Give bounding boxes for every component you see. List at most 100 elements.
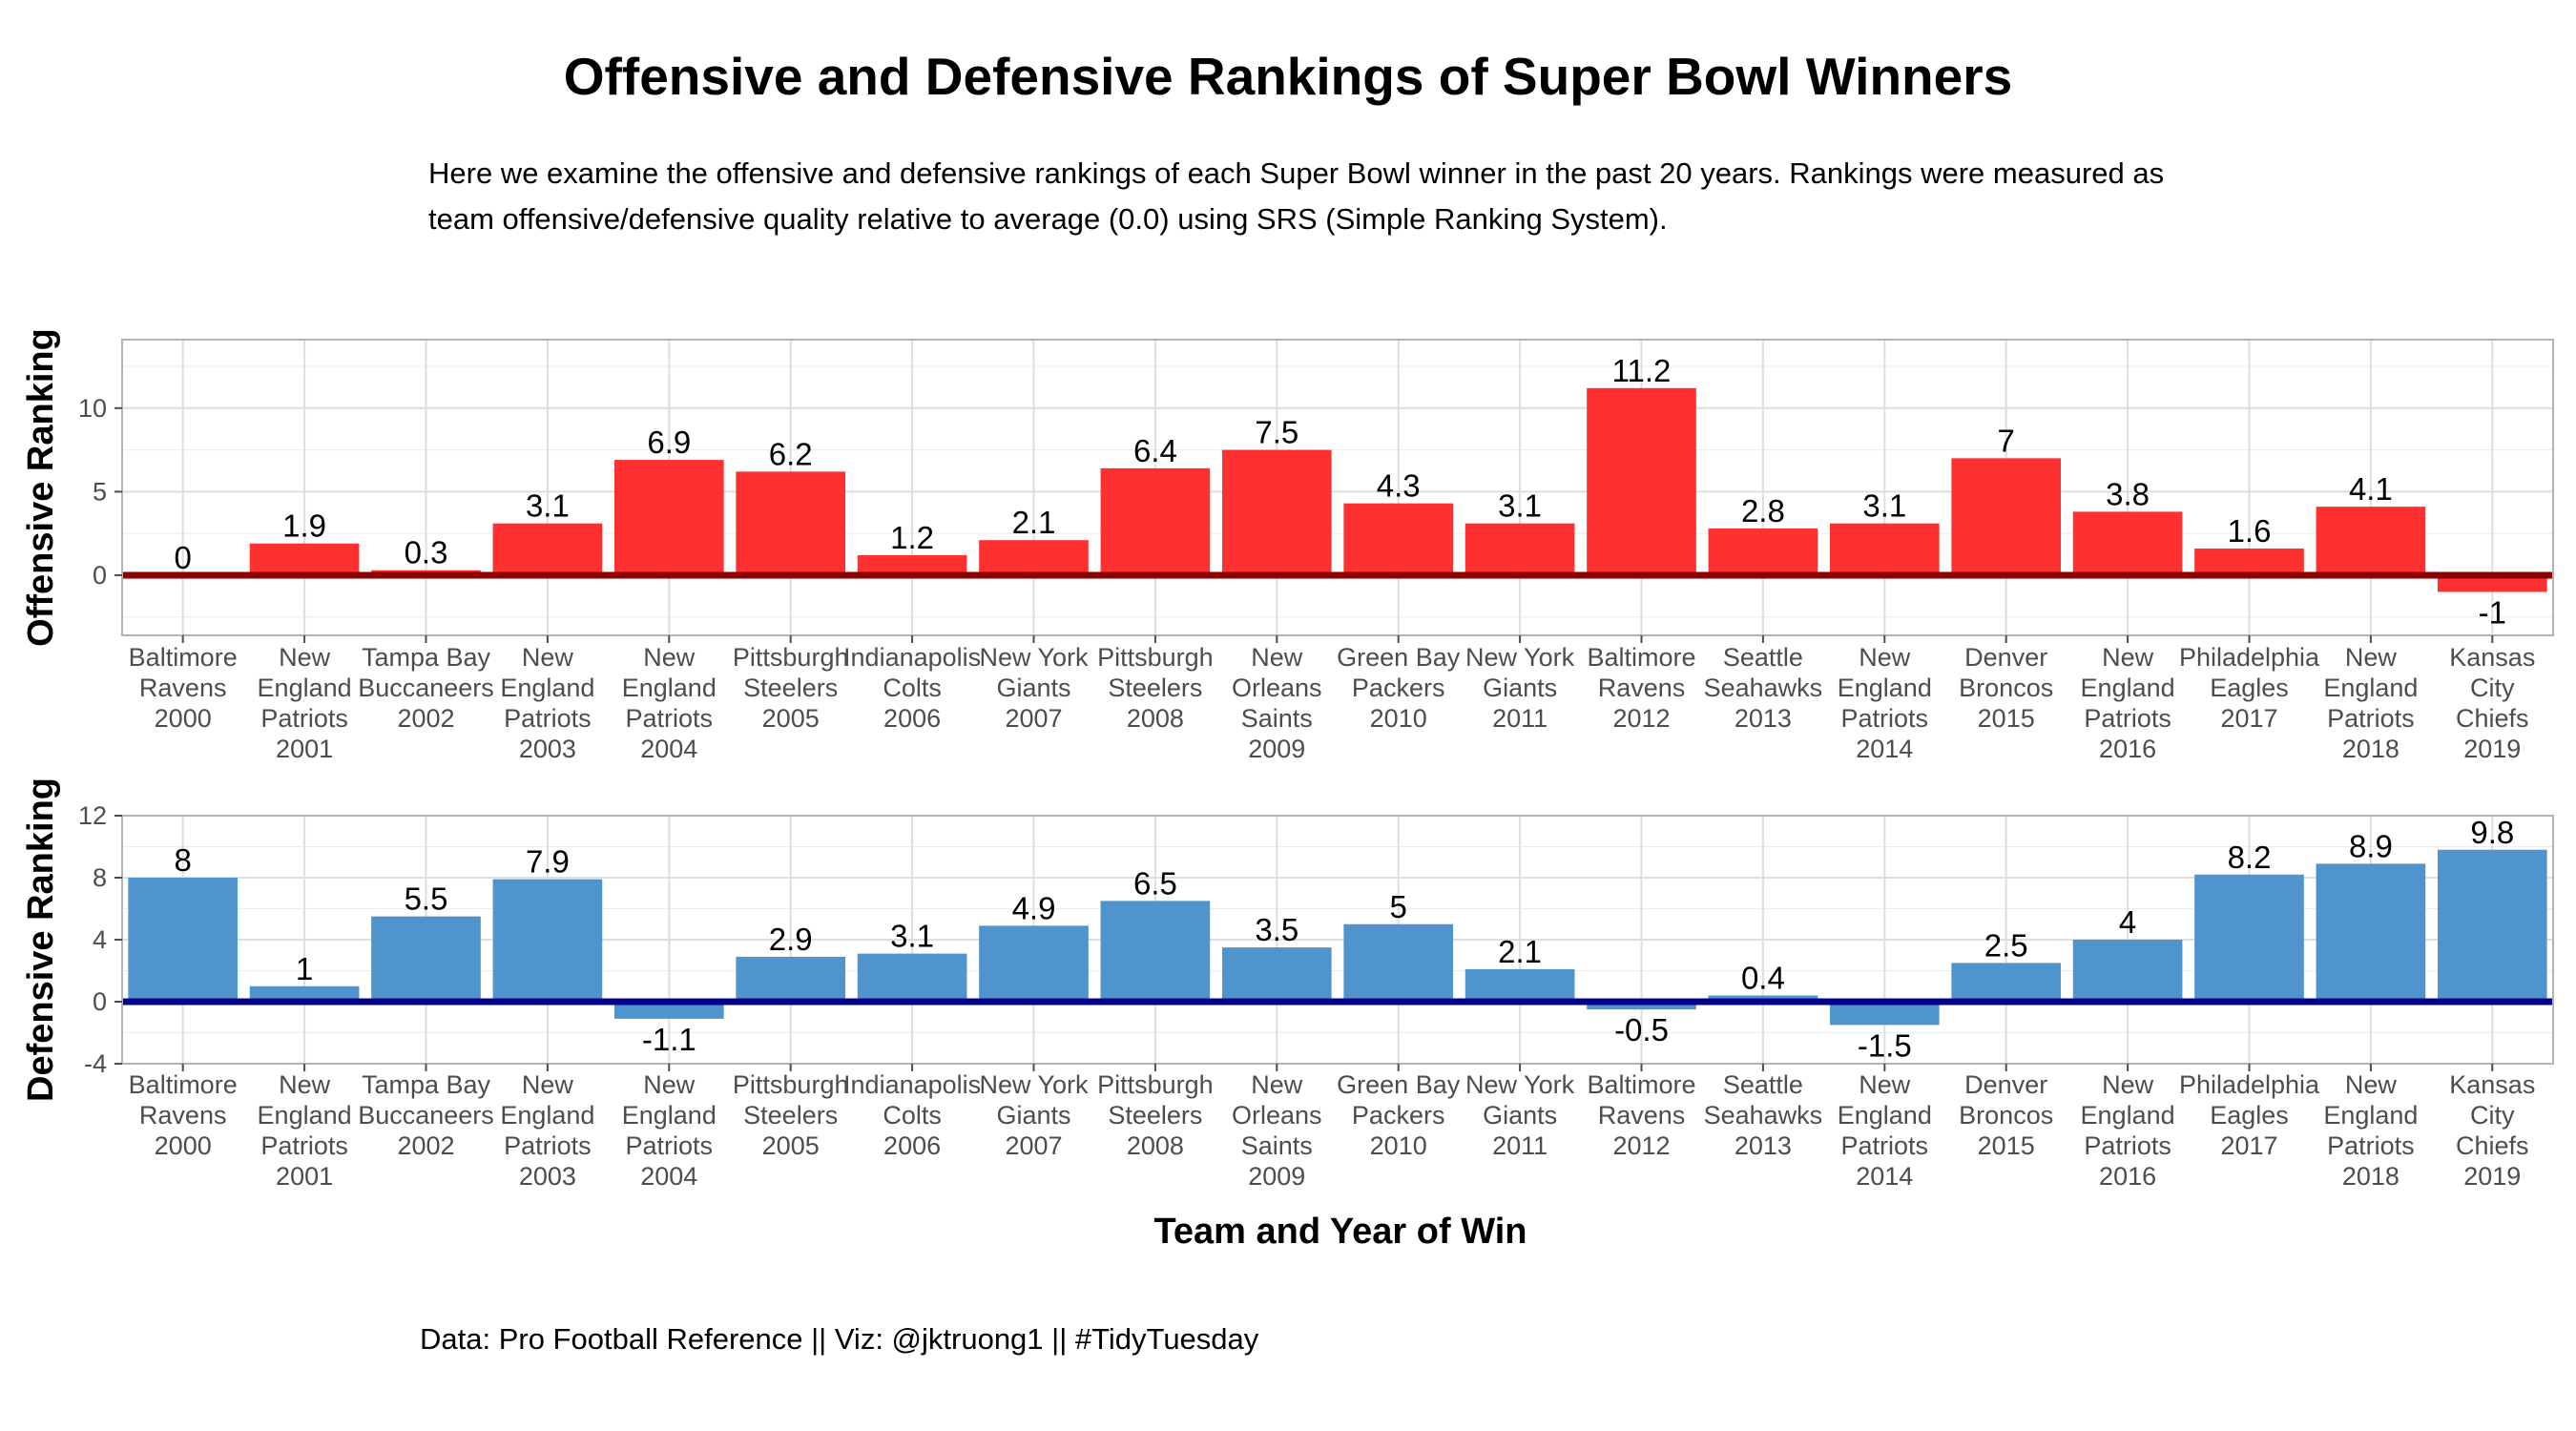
offense-bar [979,540,1089,575]
offense-y-tick-label: 0 [93,561,107,590]
offense-data-label: 0 [175,540,192,575]
offense-bar [1221,449,1332,575]
defense-bar [492,879,603,1002]
defense-bar [2437,849,2547,1002]
defense-data-label: 8.9 [2349,828,2393,863]
defense-bar [1343,923,1454,1002]
defense-y-axis-title: Defensive Ranking [21,778,61,1102]
defense-data-label: 5 [1390,889,1407,924]
offense-data-label: 1.6 [2228,513,2272,549]
defense-category-label: Denver Broncos 2015 [1959,1070,2053,1160]
defense-y-tick-label: 8 [93,863,107,892]
defense-data-label: 8.2 [2228,840,2272,875]
chart-caption: Data: Pro Football Reference || Viz: @jk… [420,1322,1259,1356]
offense-category-label: New York Giants 2007 [979,643,1089,733]
offense-category-label: Tampa Bay Buccaneers 2002 [358,643,494,733]
defense-bar [979,925,1089,1002]
defense-y-tick-label: 12 [78,801,107,830]
offense-y-axis-title: Offensive Ranking [21,328,61,647]
offense-data-label: 11.2 [1612,353,1672,388]
offense-category-label: New England Patriots 2014 [1838,643,1932,763]
defense-category-label: New York Giants 2007 [979,1070,1089,1160]
offense-data-label: 7 [1998,423,2015,458]
offense-bar [857,554,967,575]
defense-bar [128,878,239,1002]
offense-data-label: 6.4 [1133,433,1177,468]
offense-data-label: 2.1 [1012,505,1056,540]
defense-category-label: New England Patriots 2004 [622,1070,717,1191]
defense-bar [249,985,360,1002]
defense-y-tick-label: 0 [93,987,107,1016]
offense-y-tick-label: 10 [78,394,107,423]
defense-category-label: Indianapolis Colts 2006 [843,1070,981,1160]
offense-bar [249,543,360,575]
offense-bar [1708,528,1818,575]
offense-bar [492,523,603,575]
offense-data-label: 3.1 [1862,488,1906,524]
defense-bar [1829,1002,1940,1026]
offense-category-label: New England Patriots 2018 [2323,643,2418,763]
offense-bar [1829,523,1940,575]
offense-category-label: Baltimore Ravens 2000 [129,643,238,733]
offense-data-label: 7.5 [1255,415,1298,450]
defense-data-label: 2.5 [1984,927,2028,963]
offense-bar [613,460,724,575]
defense-data-label: 3.5 [1255,912,1298,947]
defense-category-label: New England Patriots 2018 [2323,1070,2418,1191]
offense-category-label: Indianapolis Colts 2006 [843,643,981,733]
defense-category-label: New England Patriots 2003 [500,1070,594,1191]
offense-category-label: New York Giants 2011 [1465,643,1575,733]
offense-data-label: 4.3 [1377,468,1421,504]
defense-data-label: 2.9 [769,922,813,957]
defense-category-label: New Orleans Saints 2009 [1232,1070,1322,1191]
offense-data-label: 0.3 [405,535,448,570]
offense-bar [2437,574,2547,592]
offense-data-label: 2.8 [1741,493,1785,529]
defense-bar [2072,940,2183,1002]
offense-panel-border [121,339,2554,636]
offense-data-label: 1.2 [890,520,934,555]
defense-category-label: New England Patriots 2001 [258,1070,352,1191]
defense-data-label: 1 [296,951,313,986]
defense-bar [1221,947,1332,1002]
defense-category-label: Seattle Seahawks 2013 [1704,1070,1823,1160]
defense-data-label: 5.5 [405,881,448,917]
defense-data-label: 2.1 [1498,934,1542,969]
defense-bar [613,1002,724,1019]
defense-category-label: Tampa Bay Buccaneers 2002 [358,1070,494,1160]
defense-data-label: 4.9 [1012,890,1056,925]
offense-category-label: Green Bay Packers 2010 [1337,643,1461,733]
offense-category-label: New England Patriots 2001 [258,643,352,763]
offense-data-label: 1.9 [282,508,326,544]
defense-bar [1587,1002,1696,1010]
defense-bar [857,953,967,1002]
offense-category-label: New Orleans Saints 2009 [1232,643,1322,763]
offense-data-label: 3.1 [1498,488,1542,524]
chart-subtitle: Here we examine the offensive and defens… [428,156,2165,236]
offense-category-label: Philadelphia Eagles 2017 [2179,643,2320,733]
offense-data-label: 3.1 [526,488,570,524]
defense-bar [1465,968,1575,1002]
defense-data-label: 7.9 [526,844,570,880]
offense-bar [736,471,846,575]
offense-data-label: 6.9 [647,425,691,460]
offense-bar [2072,511,2183,575]
offensive-ranking-panel: 0 1.9 0.3 3.1 6.9 6.2 1.2 2.1 6.4 7.5 4.3 3.1 11.2 2.… [21,328,2554,763]
defense-data-label: -0.5 [1614,1012,1669,1047]
defense-category-label: New England Patriots 2016 [2081,1070,2175,1191]
defense-y-tick-label: -4 [84,1049,107,1078]
offense-data-label: -1 [2479,594,2506,630]
defense-category-label: Green Bay Packers 2010 [1337,1070,1461,1160]
defense-category-label: Pittsburgh Steelers 2008 [1097,1070,1214,1160]
defense-y-tick-label: 4 [93,925,107,954]
defensive-ranking-panel: 8 1 5.5 7.9 -1.1 2.9 3.1 4.9 6.5 3.5 5 2.1 -0.5 0.4 -1… [21,778,2554,1191]
offense-category-label: Kansas City Chiefs 2019 [2449,643,2535,763]
offense-bar [2194,548,2304,575]
offense-category-label: New England Patriots 2004 [622,643,717,763]
offense-plot-background [122,340,2553,635]
offense-bar [2316,507,2426,575]
defense-data-label: 3.1 [890,919,934,954]
defense-data-label: 4 [2119,904,2136,940]
offense-bar [1343,503,1454,575]
